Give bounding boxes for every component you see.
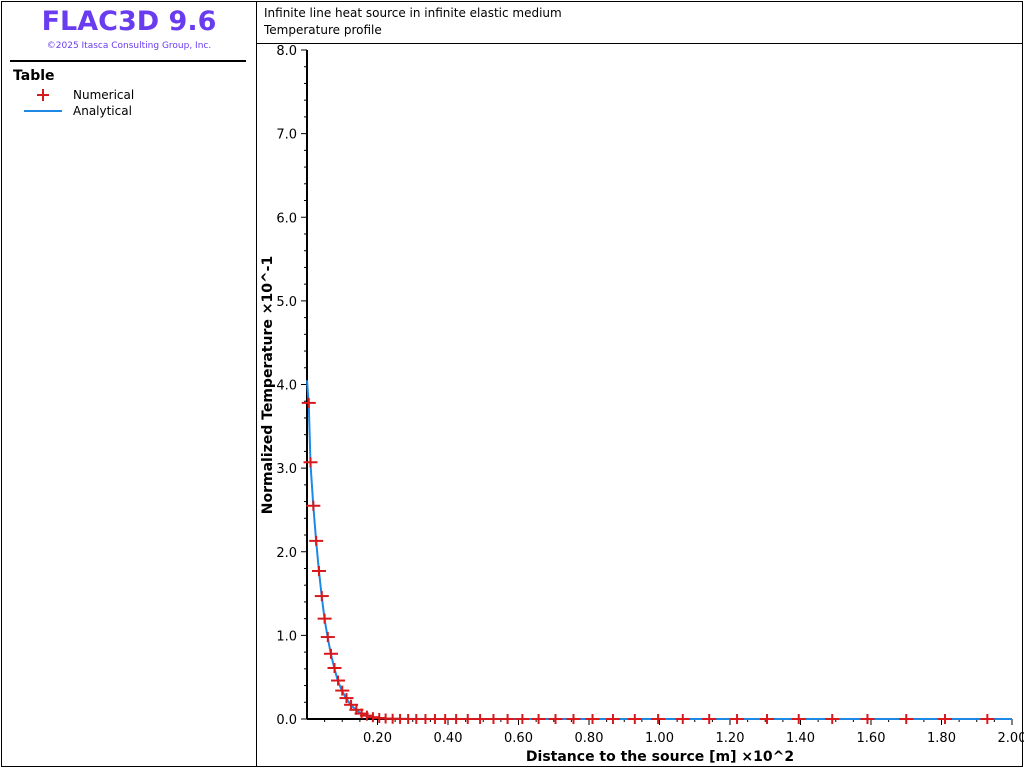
x-tick-label: 0.60 xyxy=(504,731,533,746)
numerical-point xyxy=(702,714,717,724)
legend-title: Table xyxy=(13,68,55,84)
legend-panel: FLAC3D 9.6 ©2025 Itasca Consulting Group… xyxy=(2,2,257,766)
plus-marker-icon xyxy=(37,89,49,101)
numerical-point xyxy=(327,662,342,673)
numerical-point xyxy=(500,714,515,724)
numerical-point xyxy=(730,714,745,724)
numerical-point xyxy=(473,714,488,724)
x-tick-label: 0.20 xyxy=(363,731,392,746)
numerical-point xyxy=(460,714,475,724)
x-tick-label: 0.80 xyxy=(575,731,604,746)
y-tick-label: 3.0 xyxy=(276,462,297,477)
numerical-point xyxy=(825,714,840,724)
numerical-point xyxy=(531,714,546,724)
numerical-point xyxy=(303,457,318,468)
numerical-point xyxy=(311,565,326,576)
numerical-point xyxy=(899,714,914,724)
numerical-point xyxy=(335,685,350,696)
numerical-point xyxy=(515,714,530,724)
numerical-point xyxy=(301,397,316,408)
numerical-point xyxy=(760,714,775,724)
numerical-point xyxy=(323,648,338,659)
x-tick-label: 1.00 xyxy=(645,731,674,746)
y-tick-label: 1.0 xyxy=(276,629,297,644)
numerical-point xyxy=(860,714,875,724)
numerical-point xyxy=(548,714,563,724)
numerical-point xyxy=(306,500,321,511)
numerical-point xyxy=(309,535,324,546)
x-tick-label: 1.60 xyxy=(857,731,886,746)
legend-item-numerical[interactable]: Numerical xyxy=(22,88,242,104)
chart-subtitle: Temperature profile xyxy=(264,23,382,37)
y-tick-label: 4.0 xyxy=(276,379,297,394)
numerical-point xyxy=(585,714,600,724)
numerical-point xyxy=(344,699,359,710)
numerical-point xyxy=(486,714,501,724)
x-tick-label: 0.40 xyxy=(434,731,463,746)
y-tick-label: 5.0 xyxy=(276,295,297,310)
numerical-point xyxy=(627,714,642,724)
line-marker-icon xyxy=(24,110,62,112)
numerical-point xyxy=(320,632,335,643)
numerical-point xyxy=(675,714,690,724)
numerical-point xyxy=(938,714,953,724)
copyright-notice: ©2025 Itasca Consulting Group, Inc. xyxy=(46,41,212,51)
app-title: FLAC3D 9.6 xyxy=(41,6,217,37)
y-axis-label: Normalized Temperature ×10^-1 xyxy=(260,256,276,514)
numerical-point xyxy=(339,693,354,704)
chart-header: Infinite line heat source in infinite el… xyxy=(257,2,1022,44)
x-tick-label: 1.20 xyxy=(716,731,745,746)
x-tick-label: 2.00 xyxy=(998,731,1024,746)
numerical-point xyxy=(651,714,666,724)
y-tick-label: 0.0 xyxy=(276,713,297,728)
numerical-point xyxy=(566,714,581,724)
numerical-point xyxy=(331,675,346,686)
numerical-point xyxy=(359,710,374,721)
title-divider xyxy=(10,60,246,62)
legend-item-analytical[interactable]: Analytical xyxy=(22,104,242,120)
numerical-point xyxy=(317,613,332,624)
y-tick-label: 8.0 xyxy=(276,44,297,59)
numerical-point xyxy=(980,714,995,724)
y-tick-label: 6.0 xyxy=(276,211,297,226)
analytical-series-line xyxy=(306,380,1012,720)
numerical-point xyxy=(605,714,620,724)
numerical-point xyxy=(791,714,806,724)
legend-label-numerical: Numerical xyxy=(73,88,135,102)
chart-title: Infinite line heat source in infinite el… xyxy=(264,6,562,20)
y-tick-label: 7.0 xyxy=(276,128,297,143)
x-axis-label: Distance to the source [m] ×10^2 xyxy=(526,749,794,765)
x-tick-label: 1.80 xyxy=(927,731,956,746)
x-tick-label: 1.40 xyxy=(786,731,815,746)
y-tick-label: 2.0 xyxy=(276,546,297,561)
numerical-point xyxy=(314,591,329,602)
legend-label-analytical: Analytical xyxy=(73,104,132,118)
